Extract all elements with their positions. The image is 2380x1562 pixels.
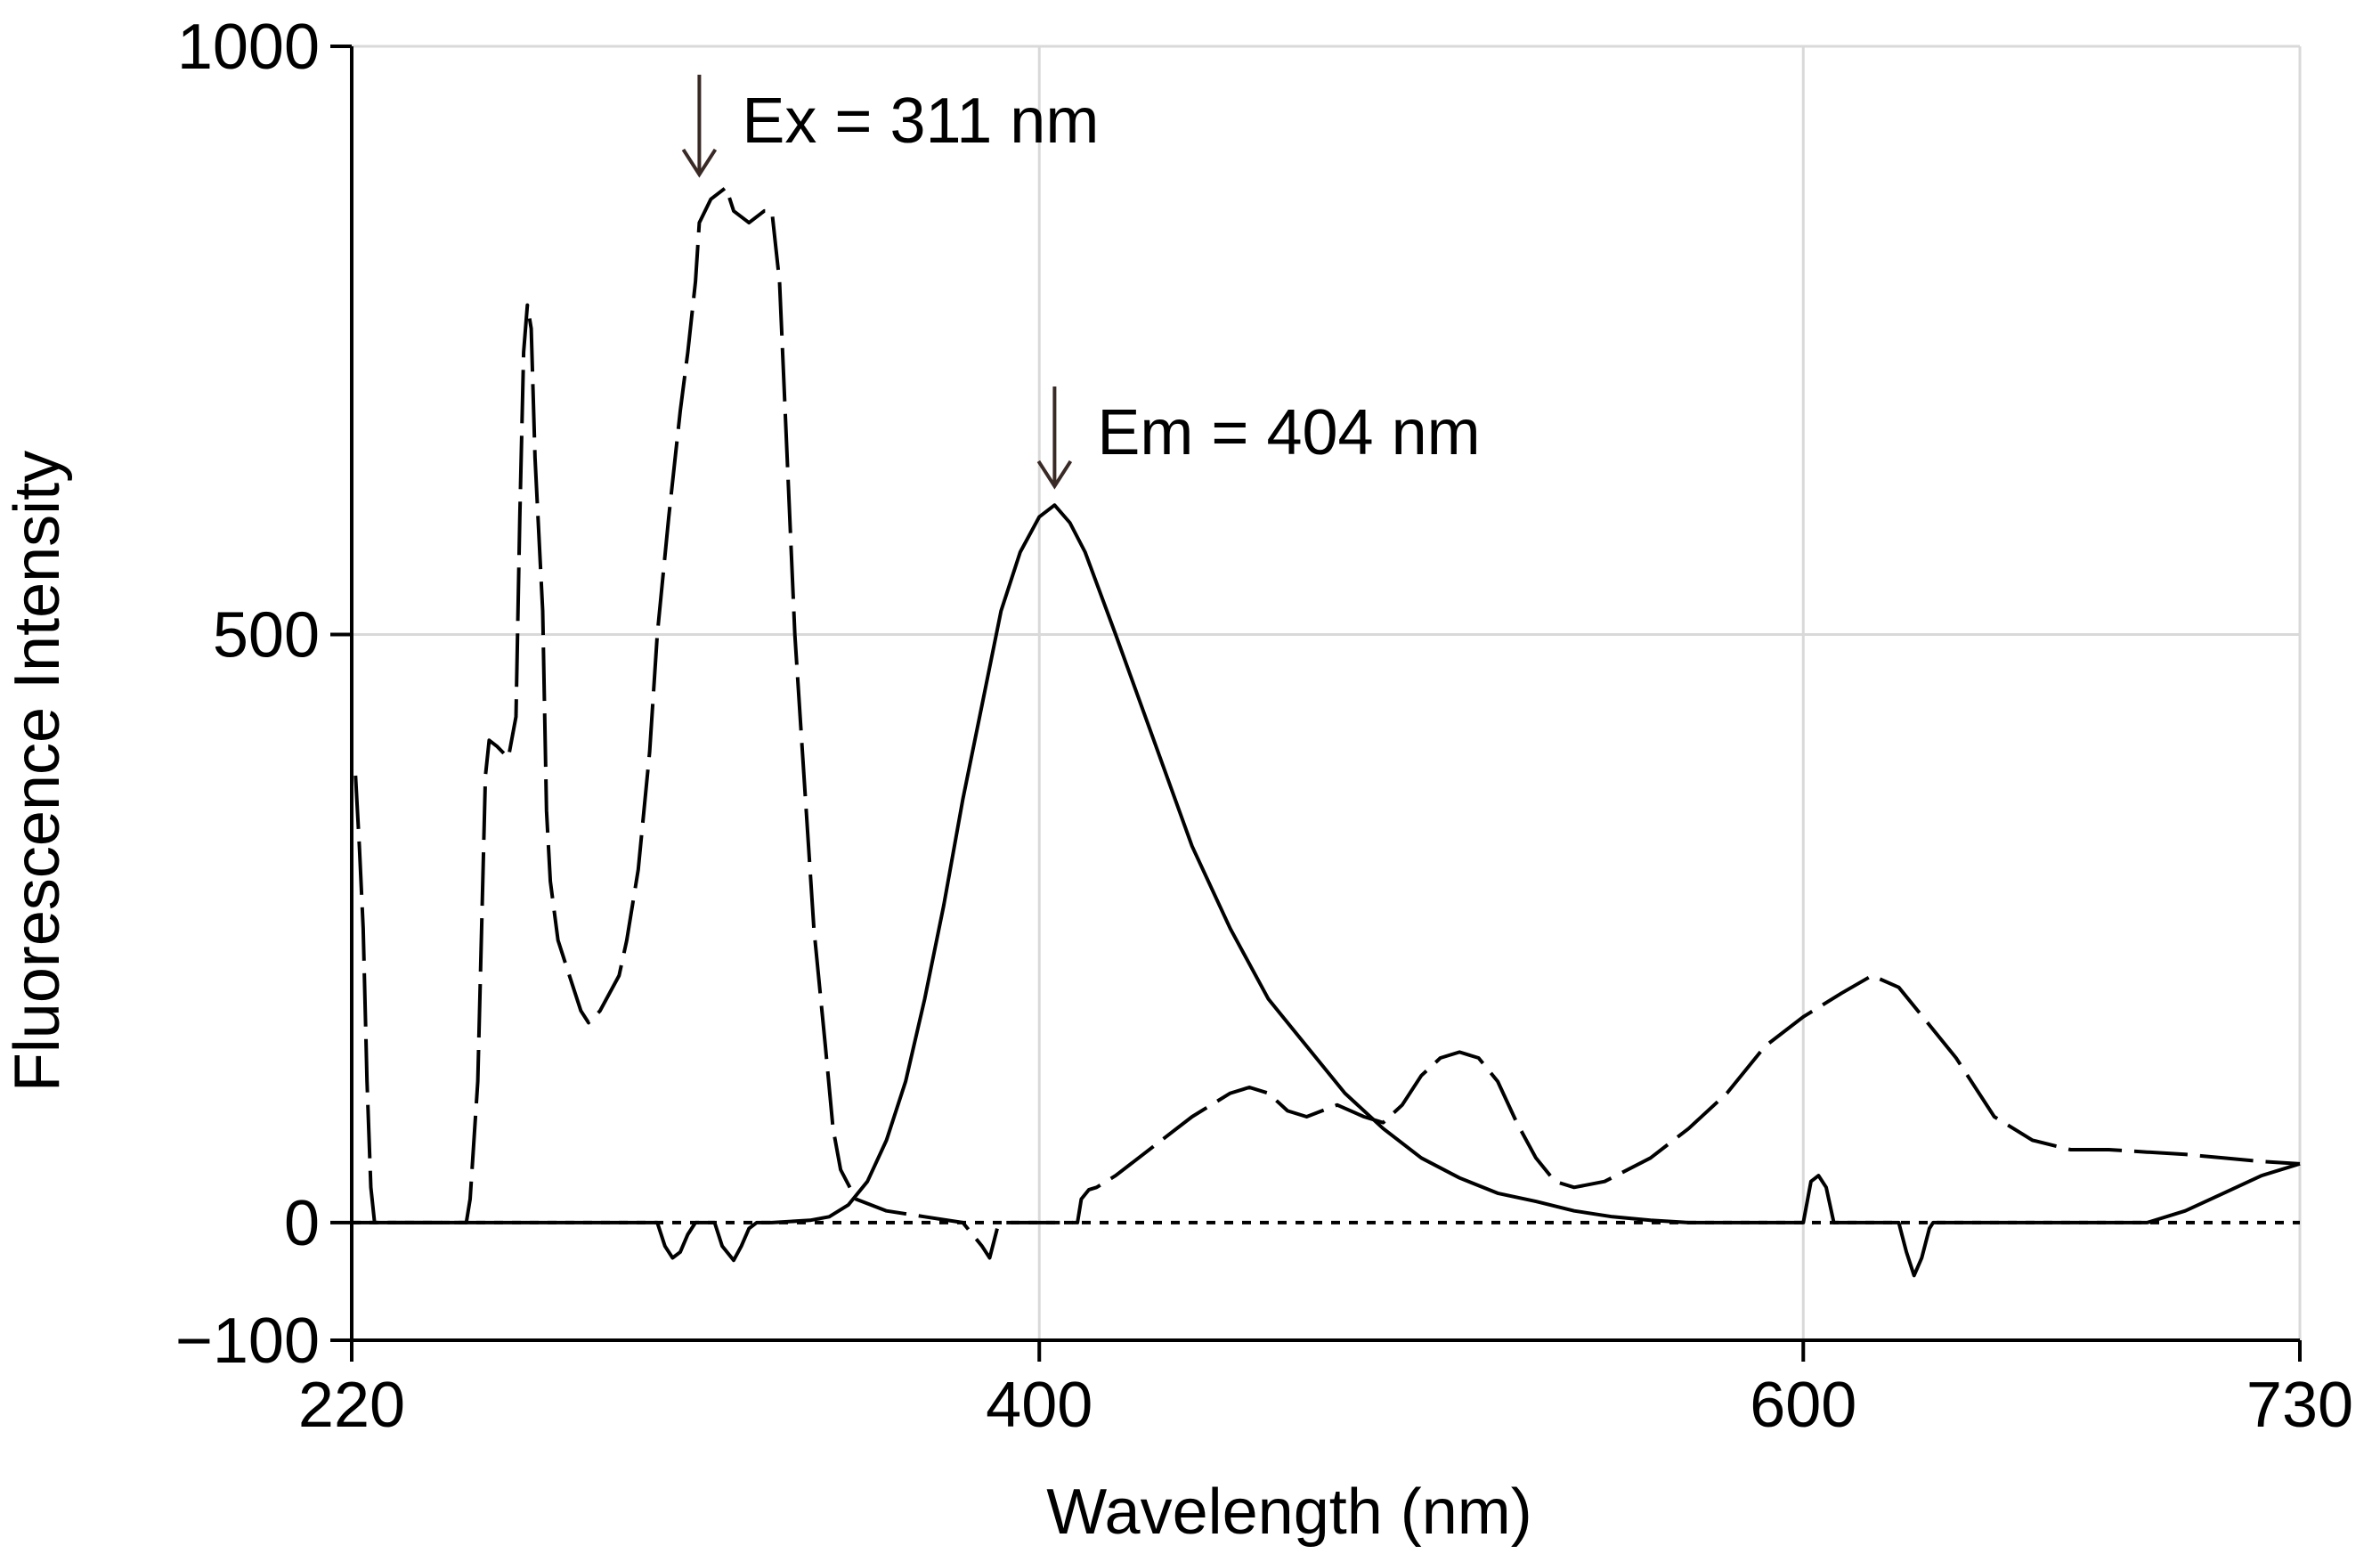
annotations: Ex = 311 nm Em = 404 nm [681, 74, 1481, 490]
y-axis-label: Fluorescence Intensity [2, 451, 73, 1092]
series-line-excitation [353, 185, 2301, 1260]
series-line-emission [352, 503, 2301, 1278]
annotation-arrow-head-0 [681, 148, 718, 178]
grid [352, 45, 2302, 1340]
annotation-label-1: Em = 404 nm [1097, 397, 1480, 468]
annotation-arrow-head-1 [1036, 460, 1073, 490]
ticks: 220 400 600 730 −100 0 500 1000 [175, 12, 2353, 1441]
y-tick-label-0: 0 [284, 1188, 320, 1259]
series [352, 185, 2301, 1278]
axes [350, 46, 2300, 1342]
y-tick-label-1000: 1000 [177, 12, 320, 83]
x-axis-label: Wavelength (nm) [1046, 1477, 1532, 1548]
x-tick-label-730: 730 [2246, 1370, 2353, 1441]
x-tick-label-600: 600 [1750, 1370, 1856, 1441]
x-tick-label-400: 400 [986, 1370, 1093, 1441]
y-tick-label--100: −100 [175, 1306, 320, 1377]
annotation-label-0: Ex = 311 nm [742, 85, 1099, 157]
x-tick-label-220: 220 [298, 1370, 405, 1441]
y-tick-label-500: 500 [213, 599, 320, 671]
